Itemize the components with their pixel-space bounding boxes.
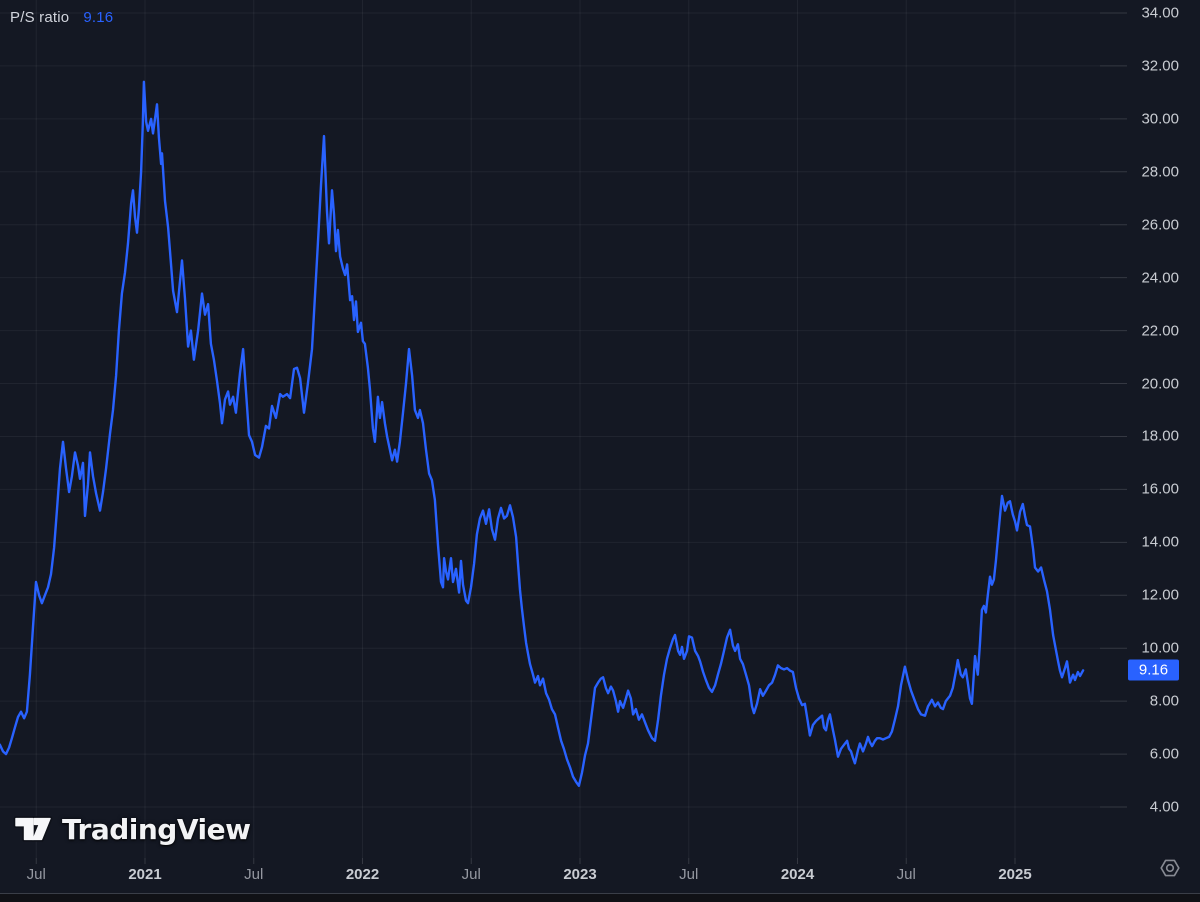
price-tick-label: 32.00	[1141, 57, 1179, 75]
price-scale-settings-button[interactable]	[1158, 857, 1182, 881]
tradingview-wordmark: TradingView	[62, 812, 251, 846]
time-tick-label-month: Jul	[679, 866, 699, 883]
last-price-badge: 9.16	[1128, 659, 1179, 681]
time-tick-label-year: 2021	[128, 866, 162, 883]
price-tick-label: 26.00	[1141, 216, 1179, 234]
tradingview-logo-icon	[13, 816, 53, 842]
price-tick-label: 20.00	[1141, 375, 1179, 393]
time-tick-label-month: Jul	[461, 866, 481, 883]
time-tick-label-month: Jul	[896, 866, 916, 883]
bottom-edge	[0, 893, 1200, 902]
price-tick-label: 6.00	[1149, 745, 1179, 763]
price-tick-label: 8.00	[1149, 692, 1179, 710]
time-tick-label-month: Jul	[244, 866, 264, 883]
price-tick-label: 34.00	[1141, 4, 1179, 22]
price-tick-label: 22.00	[1141, 322, 1179, 340]
price-tick-label: 30.00	[1141, 110, 1179, 128]
gear-icon	[1160, 859, 1180, 877]
horizontal-gridlines	[0, 12, 1100, 808]
time-tick-label-year: 2022	[345, 866, 380, 883]
time-tick-label-year: 2024	[780, 866, 815, 883]
series-legend: P/S ratio 9.16	[10, 9, 113, 26]
price-tick-label: 4.00	[1149, 798, 1179, 816]
price-tick-label: 12.00	[1141, 586, 1179, 604]
price-tick-label: 28.00	[1141, 163, 1179, 181]
price-tick-label: 16.00	[1141, 480, 1179, 498]
tradingview-logo[interactable]: TradingView	[12, 812, 251, 846]
price-scale[interactable]: 34.00 32.00 30.00 28.00 26.00 24.00 22.00 20.00…	[1100, 0, 1200, 860]
vertical-gridlines	[35, 0, 1016, 858]
time-scale[interactable]: Jul 2021 Jul 2022 Jul 2023 Jul 2024 Jul 2025	[0, 858, 1100, 894]
series-last-value: 9.16	[83, 9, 114, 26]
price-tick-label: 10.00	[1141, 639, 1179, 657]
price-line-series	[0, 80, 1085, 787]
series-title: P/S ratio	[10, 9, 70, 26]
price-tick-label: 24.00	[1141, 269, 1179, 287]
price-tick-label: 18.00	[1141, 427, 1179, 445]
time-tick-label-year: 2025	[998, 866, 1032, 883]
axis-ticks	[35, 12, 1127, 864]
time-tick-label-year: 2023	[563, 866, 597, 883]
time-tick-label-month: Jul	[26, 866, 46, 883]
price-tick-label: 14.00	[1141, 533, 1179, 551]
